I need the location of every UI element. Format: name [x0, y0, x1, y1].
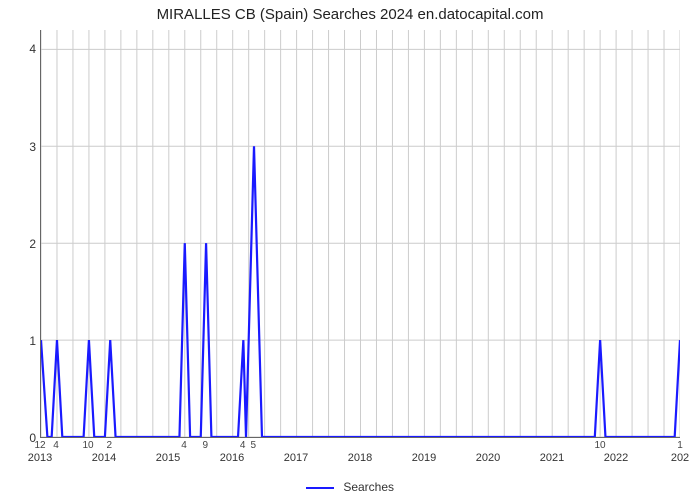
x-year-label: 2015: [156, 452, 180, 464]
chart-title: MIRALLES CB (Spain) Searches 2024 en.dat…: [0, 6, 700, 23]
y-tick-label: 4: [6, 42, 36, 56]
x-year-label: 2013: [28, 452, 52, 464]
x-value-label: 4: [53, 440, 59, 451]
plot-area: [40, 30, 680, 438]
x-year-label: 202: [671, 452, 689, 464]
x-year-label: 2014: [92, 452, 116, 464]
x-year-label: 2019: [412, 452, 436, 464]
y-tick-label: 2: [6, 237, 36, 251]
x-year-label: 2017: [284, 452, 308, 464]
x-value-label: 2: [107, 440, 113, 451]
x-value-label: 9: [203, 440, 209, 451]
x-value-label: 10: [82, 440, 93, 451]
y-tick-label: 1: [6, 334, 36, 348]
x-year-label: 2022: [604, 452, 628, 464]
y-tick-label: 0: [6, 431, 36, 445]
x-value-label: 4: [181, 440, 187, 451]
legend-label: Searches: [343, 480, 394, 494]
line-series: [41, 30, 680, 437]
x-value-label: 5: [251, 440, 257, 451]
legend-swatch: [306, 487, 334, 489]
y-tick-label: 3: [6, 140, 36, 154]
x-year-label: 2016: [220, 452, 244, 464]
x-year-label: 2021: [540, 452, 564, 464]
x-value-label: 1: [677, 440, 683, 451]
x-value-label: 12: [34, 440, 45, 451]
x-value-label: 10: [594, 440, 605, 451]
x-value-label: 4: [240, 440, 246, 451]
chart-container: MIRALLES CB (Spain) Searches 2024 en.dat…: [0, 0, 700, 500]
x-year-label: 2018: [348, 452, 372, 464]
legend: Searches: [0, 480, 700, 494]
x-year-label: 2020: [476, 452, 500, 464]
